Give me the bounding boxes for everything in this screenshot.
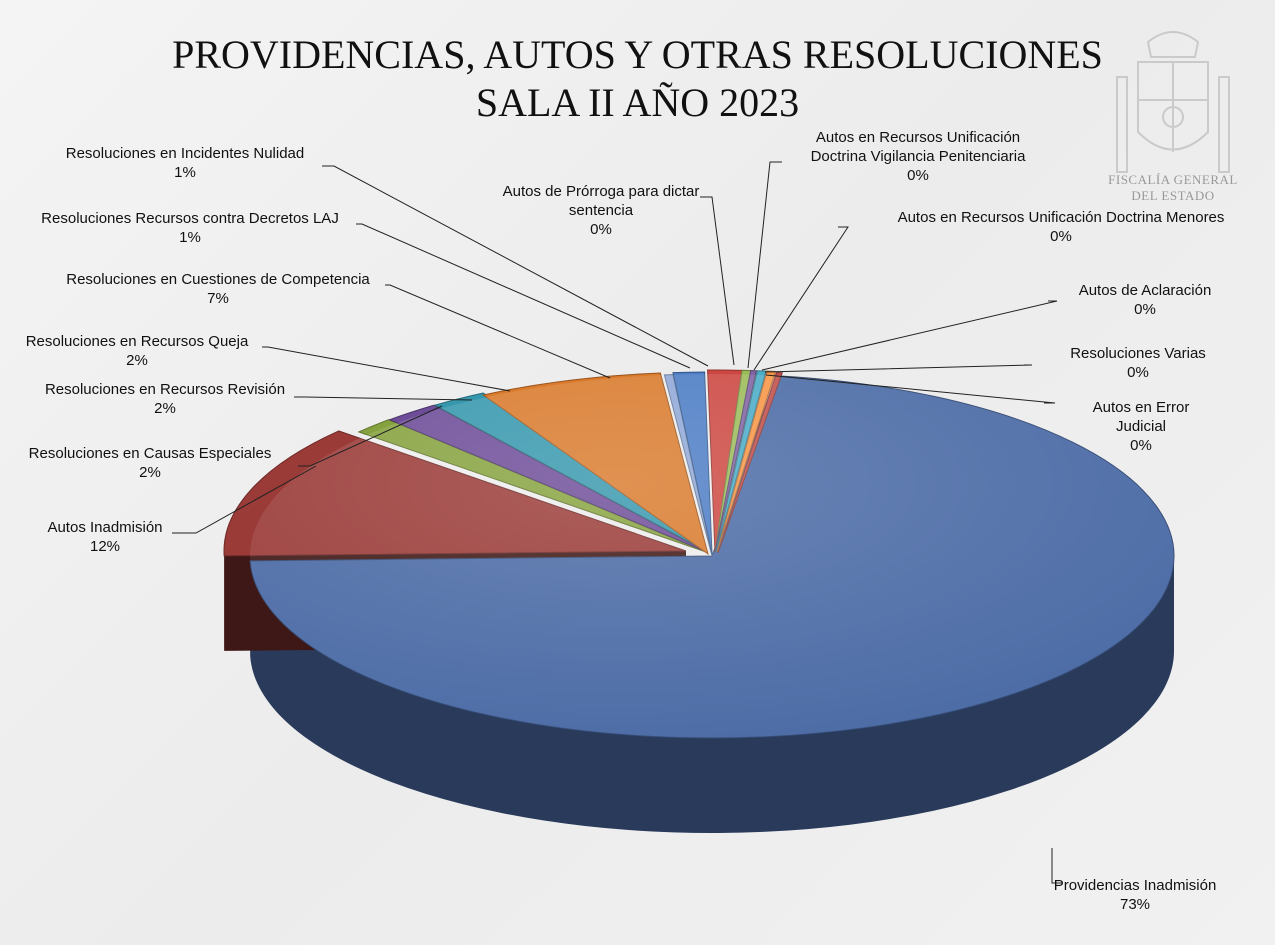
leader-line (747, 161, 782, 369)
slice-label: Resoluciones en Recursos Revisión 2% (45, 380, 285, 418)
slice-label-name: Resoluciones en Recursos Queja (25, 333, 249, 350)
slice-label: Resoluciones Varias 0% (1070, 344, 1206, 382)
leader-line (700, 196, 735, 366)
leader-line (761, 300, 1058, 371)
chart-title-line-2: SALA II AÑO 2023 (475, 80, 800, 125)
slice-label-percent: 1% (179, 229, 201, 246)
leader-line (764, 364, 1033, 373)
slice-label: Autos de Prórroga para dictar sentencia 0% (503, 182, 700, 239)
leader-line (322, 165, 709, 367)
slice-label-percent: 2% (139, 464, 161, 481)
slice-label-percent: 1% (174, 164, 196, 181)
leader-line (1051, 848, 1062, 884)
slice-label-name: Resoluciones en Incidentes Nulidad (65, 145, 305, 162)
slice-label: Autos en Error Judicial 0% (1093, 398, 1190, 455)
slice-label-name: Autos de Aclaración (1078, 282, 1212, 299)
leader-line (262, 346, 511, 392)
slice-label: Providencias Inadmisión 73% (1054, 876, 1217, 914)
slice-label-name: sentencia (568, 202, 634, 219)
leader-line (356, 223, 691, 369)
slice-label-percent: 0% (1134, 301, 1156, 318)
slice-label-name: Resoluciones Recursos contra Decretos LA… (41, 210, 339, 227)
slice-label-name: Resoluciones en Causas Especiales (28, 445, 272, 462)
slice-label: Resoluciones en Recursos Queja 2% (26, 332, 249, 370)
slice-label-name: Judicial (1115, 418, 1167, 435)
leader-line (294, 396, 473, 401)
leader-line (765, 374, 1056, 404)
emblem-text-line-1: FISCALÍA GENERAL (1108, 172, 1238, 187)
slice-label-name: Doctrina Vigilancia Penitenciaria (810, 148, 1026, 165)
slice-label-percent: 7% (207, 290, 229, 307)
slice-label-name: Autos Inadmisión (47, 519, 163, 536)
slice-label-percent: 0% (1130, 437, 1152, 454)
coat-of-arms-watermark-icon (1116, 31, 1230, 173)
slice-label-percent: 0% (1050, 228, 1072, 245)
slice-label-percent: 73% (1119, 896, 1151, 913)
slice-label-percent: 0% (590, 221, 612, 238)
leader-lines (172, 161, 1062, 884)
slice-label-name: Providencias Inadmisión (1053, 877, 1217, 894)
slice-label: Autos de Aclaración 0% (1079, 281, 1212, 319)
leader-line (385, 284, 611, 379)
slice-label: Autos en Recursos Unificación Doctrina M… (898, 208, 1225, 246)
slice-label-name: Resoluciones Varias (1070, 345, 1206, 362)
slice-label-name: Autos en Recursos Unificación (815, 129, 1021, 146)
slice-label-percent: 0% (1127, 364, 1149, 381)
slice-label-percent: 2% (154, 400, 176, 417)
pie-slice-side (250, 556, 1175, 834)
slice-label-name: Autos en Recursos Unificación Doctrina M… (897, 209, 1225, 226)
slice-label-percent: 2% (126, 352, 148, 369)
slice-label-name: Resoluciones en Recursos Revisión (44, 381, 286, 398)
leader-line (172, 465, 317, 534)
slice-label: Autos en Recursos Unificación Doctrina Vi… (811, 128, 1026, 185)
slice-label: Resoluciones en Causas Especiales 2% (29, 444, 272, 482)
slice-label-percent: 0% (907, 167, 929, 184)
slice-label: Resoluciones en Cuestiones de Competenci… (66, 270, 370, 308)
slice-label-percent: 12% (89, 538, 121, 555)
slice-label: Resoluciones en Incidentes Nulidad 1% (66, 144, 304, 182)
slice-label-name: Autos en Error (1092, 399, 1190, 416)
slice-label-name: Resoluciones en Cuestiones de Competenci… (66, 271, 370, 288)
leader-line (298, 405, 443, 467)
slice-label: Autos Inadmisión 12% (47, 518, 162, 556)
leader-line (753, 226, 849, 371)
emblem-text-line-2: DEL ESTADO (1131, 188, 1215, 203)
chart-title-line-1: PROVIDENCIAS, AUTOS Y OTRAS RESOLUCIONES (172, 32, 1103, 77)
slice-label: Resoluciones Recursos contra Decretos LA… (41, 209, 339, 247)
slice-label-name: Autos de Prórroga para dictar (502, 183, 700, 200)
